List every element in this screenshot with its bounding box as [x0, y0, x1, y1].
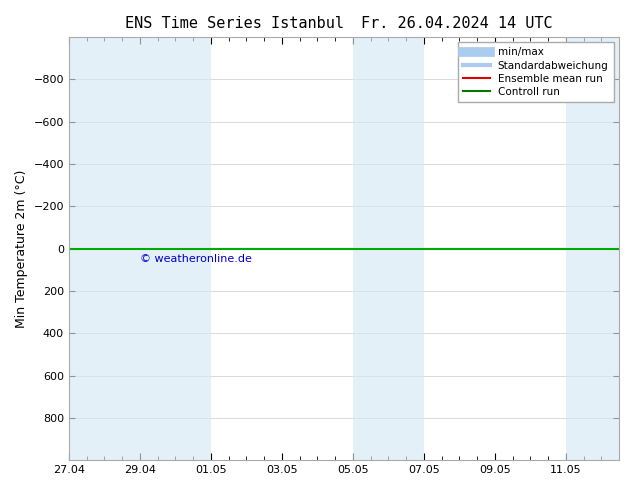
- Text: © weatheronline.de: © weatheronline.de: [140, 254, 252, 264]
- Bar: [353, 37, 424, 460]
- Y-axis label: Min Temperature 2m (°C): Min Temperature 2m (°C): [15, 170, 28, 328]
- Bar: [140, 37, 211, 460]
- Text: Fr. 26.04.2024 14 UTC: Fr. 26.04.2024 14 UTC: [361, 16, 552, 31]
- Bar: [69, 37, 140, 460]
- Text: ENS Time Series Istanbul: ENS Time Series Istanbul: [125, 16, 344, 31]
- Legend: min/max, Standardabweichung, Ensemble mean run, Controll run: min/max, Standardabweichung, Ensemble me…: [458, 42, 614, 102]
- Bar: [566, 37, 619, 460]
